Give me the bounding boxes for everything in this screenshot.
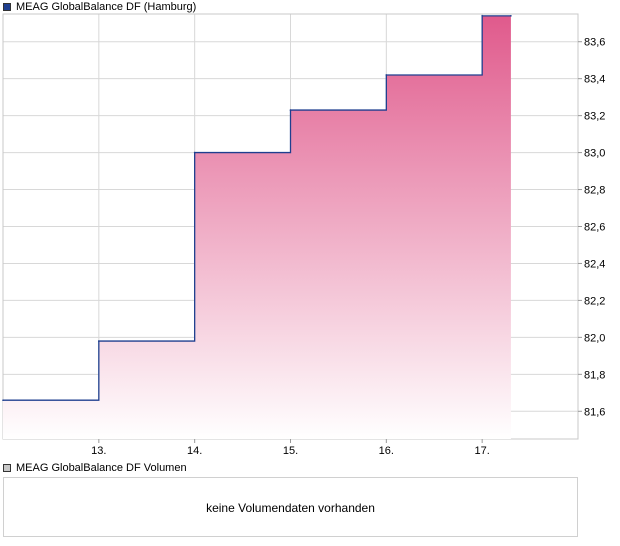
y-tick-label: 81,8 — [584, 369, 605, 381]
y-axis-ticks: 81,6 81,8 82,0 82,2 82,4 82,6 82,8 83,0 83,2 83,4… — [578, 37, 605, 418]
price-area-fill — [3, 15, 511, 439]
volume-legend: MEAG GlobalBalance DF Volumen — [3, 462, 187, 474]
x-tick-label: 13. — [91, 445, 106, 457]
y-tick-label: 82,6 — [584, 222, 605, 234]
price-point — [193, 151, 196, 154]
price-point — [385, 74, 388, 76]
y-tick-label: 82,0 — [584, 332, 605, 344]
y-tick-label: 81,6 — [584, 406, 605, 418]
series-layer — [2, 15, 512, 439]
y-tick-label: 83,2 — [584, 111, 605, 123]
price-point — [510, 15, 512, 17]
y-tick-label: 82,8 — [584, 185, 605, 197]
price-legend-label: MEAG GlobalBalance DF (Hamburg) — [16, 1, 197, 13]
x-tick-label: 14. — [187, 445, 202, 457]
y-tick-label: 83,0 — [584, 148, 605, 160]
volume-legend-swatch — [3, 464, 11, 472]
x-tick-label: 16. — [379, 445, 394, 457]
no-volume-message: keine Volumendaten vorhanden — [206, 501, 375, 515]
volume-panel: keine Volumendaten vorhanden — [3, 477, 578, 537]
price-point — [481, 15, 483, 17]
x-tick-label: 15. — [283, 445, 298, 457]
volume-legend-label: MEAG GlobalBalance DF Volumen — [16, 462, 187, 474]
x-tick-label: 17. — [475, 445, 490, 457]
price-legend-swatch — [3, 3, 11, 11]
y-tick-label: 83,6 — [584, 37, 605, 49]
price-point — [289, 109, 292, 111]
price-line — [3, 15, 511, 401]
y-tick-label: 82,4 — [584, 258, 605, 270]
price-point — [2, 399, 4, 401]
price-legend: MEAG GlobalBalance DF (Hamburg) — [3, 1, 196, 13]
price-chart: 81,6 81,8 82,0 82,2 82,4 82,6 82,8 83,0 83,2 83,4… — [2, 13, 605, 457]
x-axis-ticks: 13. 14. 15. 16. 17. — [91, 439, 490, 457]
y-tick-label: 83,4 — [584, 74, 605, 86]
price-point — [98, 340, 100, 342]
y-tick-label: 82,2 — [584, 295, 605, 307]
